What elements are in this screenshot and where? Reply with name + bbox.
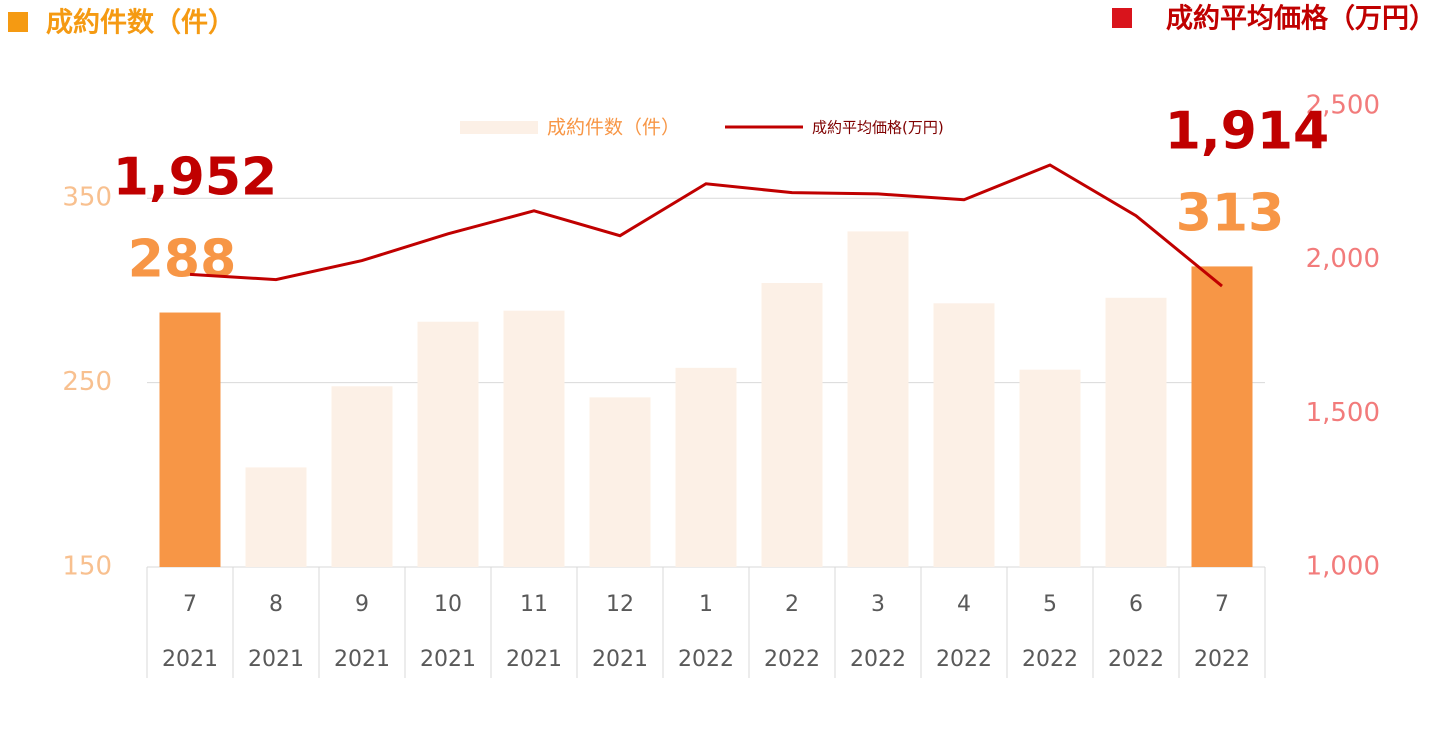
- x-tick-label: 5: [1043, 592, 1057, 617]
- x-tick-label-year: 2022: [678, 647, 734, 672]
- x-tick-label: 4: [957, 592, 971, 617]
- bar: [675, 367, 737, 567]
- x-tick-label: 6: [1129, 592, 1143, 617]
- y2-tick-label: 1,000: [1306, 552, 1380, 582]
- bar: [331, 386, 393, 567]
- bar-value-label: 313: [1176, 183, 1285, 243]
- x-tick-label: 7: [1215, 592, 1229, 617]
- legend-label: 成約件数（件）: [547, 117, 680, 139]
- x-tick-label: 3: [871, 592, 885, 617]
- legend-swatch: [460, 121, 538, 134]
- x-tick-label-year: 2022: [764, 647, 820, 672]
- y2-tick-label: 1,500: [1306, 398, 1380, 428]
- y-tick-label: 350: [62, 183, 112, 213]
- x-tick-label-year: 2021: [592, 647, 648, 672]
- x-tick-label-year: 2021: [334, 647, 390, 672]
- legend-label: 成約平均価格(万円): [812, 119, 944, 137]
- price-line: [189, 163, 1223, 288]
- x-tick-label: 8: [269, 592, 283, 617]
- right-title-icon: [1112, 8, 1132, 28]
- x-tick-label-year: 2021: [162, 647, 218, 672]
- x-tick-label: 10: [434, 592, 462, 617]
- x-tick-label-year: 2021: [420, 647, 476, 672]
- x-tick-label: 12: [606, 592, 634, 617]
- left-axis-title: 成約件数（件）: [46, 7, 235, 39]
- right-axis-title: 成約平均価格（万円）: [1166, 3, 1436, 35]
- bar: [503, 310, 565, 567]
- bar: [761, 283, 823, 567]
- line-value-label: 1,952: [113, 148, 277, 208]
- x-tick-label-year: 2022: [1108, 647, 1164, 672]
- bar: [847, 231, 909, 567]
- bar: [417, 321, 479, 567]
- bar: [1191, 266, 1253, 567]
- x-tick-label-year: 2021: [506, 647, 562, 672]
- x-tick-label: 9: [355, 592, 369, 617]
- bar: [589, 397, 651, 567]
- bar: [933, 303, 995, 567]
- y-tick-label: 150: [62, 552, 112, 582]
- bar-value-label: 288: [128, 230, 237, 290]
- bar: [1019, 369, 1081, 567]
- x-tick-label-year: 2022: [1194, 647, 1250, 672]
- bar: [245, 467, 307, 567]
- y-tick-label: 250: [62, 367, 112, 397]
- x-tick-label-year: 2021: [248, 647, 304, 672]
- y2-tick-label: 2,500: [1306, 91, 1380, 121]
- x-tick-label: 7: [183, 592, 197, 617]
- x-tick-label-year: 2022: [936, 647, 992, 672]
- bar: [1105, 297, 1167, 567]
- x-tick-label: 1: [699, 592, 713, 617]
- y2-tick-label: 2,000: [1306, 244, 1380, 274]
- bar: [159, 312, 221, 567]
- x-tick-label-year: 2022: [1022, 647, 1078, 672]
- x-tick-label: 2: [785, 592, 799, 617]
- x-tick-label: 11: [520, 592, 548, 617]
- line-value-label: 1,914: [1165, 101, 1329, 161]
- x-tick-label-year: 2022: [850, 647, 906, 672]
- left-title-icon: [8, 12, 28, 32]
